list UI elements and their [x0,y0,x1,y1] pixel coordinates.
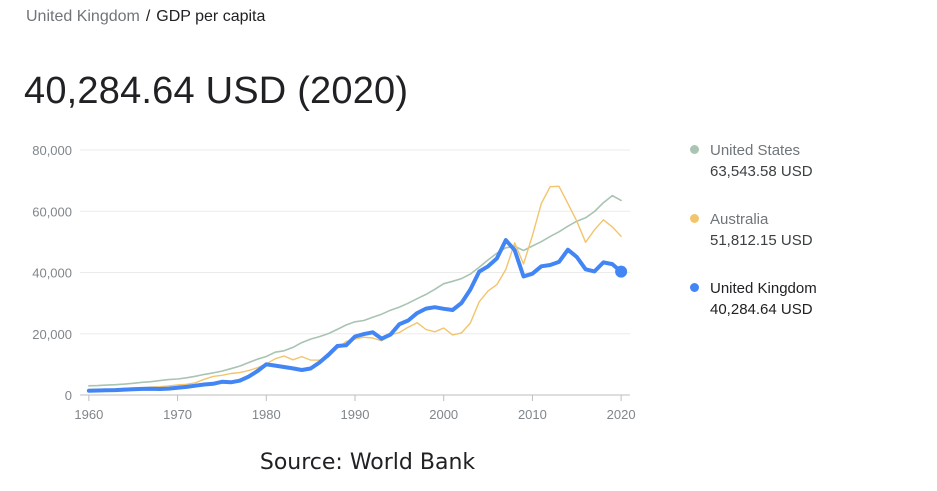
legend-name: United Kingdom [710,280,817,297]
x-tick-label: 1980 [252,407,281,422]
legend-value: 51,812.15 USD [710,232,813,249]
legend-value: 63,543.58 USD [710,163,813,180]
end-point-marker [615,265,628,278]
y-tick-label: 40,000 [32,266,72,281]
breadcrumb-metric: GDP per capita [156,8,266,25]
x-tick-label: 2020 [607,407,636,422]
y-tick-label: 0 [65,388,72,403]
y-tick-label: 60,000 [32,204,72,219]
series-line-australia [88,185,622,391]
legend-item-united-kingdom[interactable]: United Kingdom 40,284.64 USD [690,278,920,320]
x-tick-label: 1990 [341,407,370,422]
source-caption: Source: World Bank [259,450,476,475]
y-tick-label: 80,000 [32,143,72,158]
x-tick-label: 1970 [163,407,192,422]
breadcrumb-country-link[interactable]: United Kingdom [26,8,140,25]
x-tick-label: 2010 [518,407,547,422]
series-line-united-states [88,194,622,387]
legend-name: United States [710,142,801,159]
x-tick-label: 2000 [429,407,458,422]
chart-legend: United States 63,543.58 USD Australia 51… [690,140,920,347]
headline-value: 40,284.64 USD (2020) [24,70,409,112]
x-tick-label: 1960 [74,407,103,422]
legend-value: 40,284.64 USD [710,301,813,318]
legend-item-australia[interactable]: Australia 51,812.15 USD [690,209,920,251]
legend-dot-united-states [690,145,699,154]
legend-dot-australia [690,214,699,223]
gdp-line-chart[interactable]: 0 20,000 40,000 60,000 80,000 1960 1970 1980 199… [0,130,680,450]
legend-dot-united-kingdom [690,283,699,292]
breadcrumb: United Kingdom / GDP per capita [26,8,265,26]
y-tick-label: 20,000 [32,327,72,342]
breadcrumb-separator: / [145,8,151,25]
legend-name: Australia [710,211,769,228]
series-line-united-kingdom [86,238,624,393]
legend-item-united-states[interactable]: United States 63,543.58 USD [690,140,920,182]
